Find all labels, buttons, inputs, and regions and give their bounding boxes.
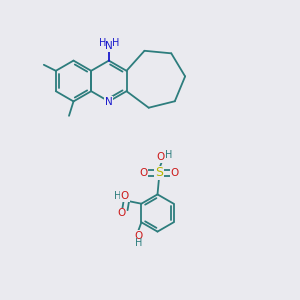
Text: S: S: [155, 166, 163, 179]
Text: H: H: [135, 238, 142, 248]
Text: N: N: [105, 41, 113, 51]
Text: O: O: [134, 231, 142, 241]
Text: H: H: [112, 38, 119, 48]
Text: O: O: [117, 208, 125, 218]
Text: H: H: [114, 191, 122, 201]
Text: O: O: [139, 168, 148, 178]
Text: N: N: [105, 97, 113, 107]
Text: O: O: [121, 191, 129, 201]
Text: H: H: [165, 150, 172, 161]
Text: O: O: [157, 152, 165, 162]
Text: H: H: [98, 38, 106, 48]
Text: O: O: [170, 168, 179, 178]
